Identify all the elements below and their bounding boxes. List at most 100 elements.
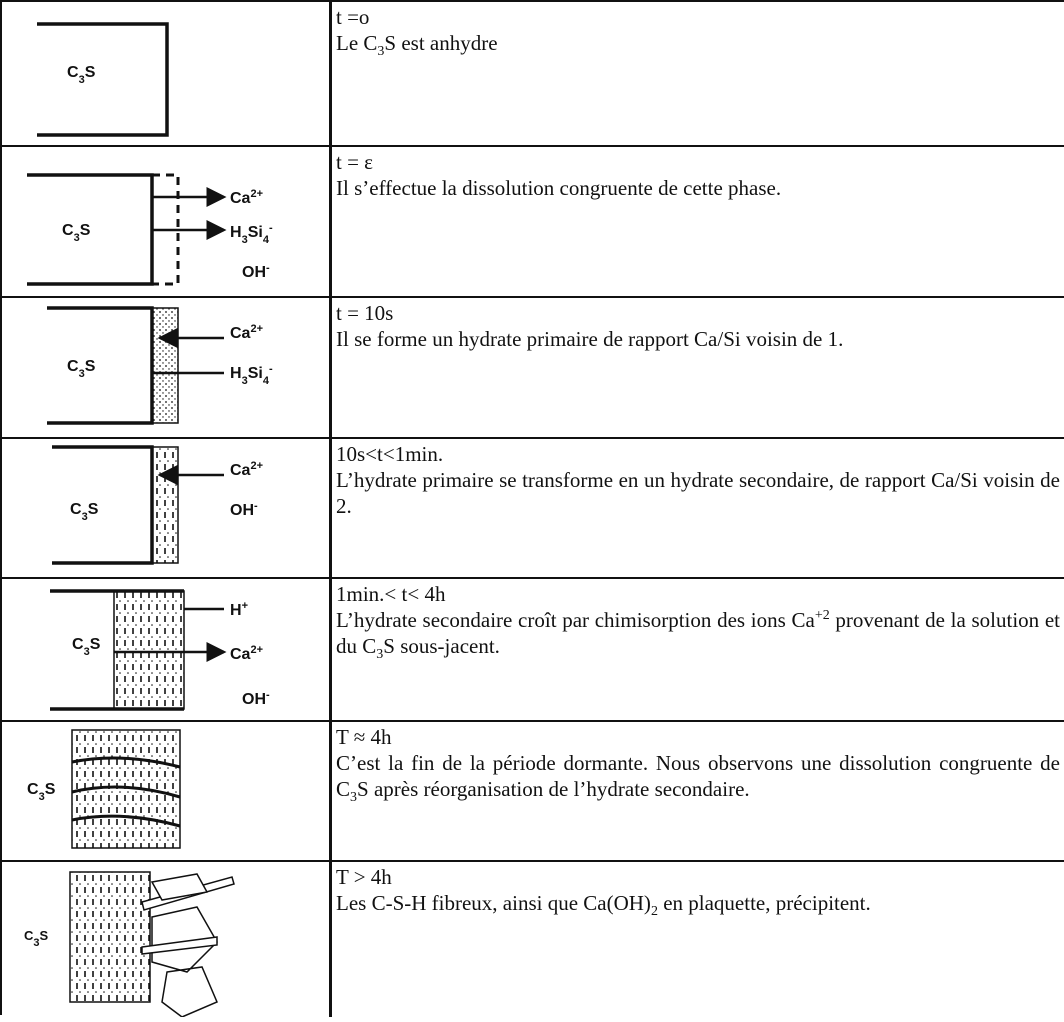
- subscript: 3: [377, 44, 385, 60]
- text-run: C: [27, 781, 39, 798]
- time: t =o: [336, 4, 1060, 30]
- superscript: -: [266, 689, 270, 701]
- subscript: 3: [33, 937, 39, 949]
- text-run: C: [24, 928, 34, 943]
- diagram-label: OH-: [242, 689, 270, 708]
- diagram-label: Ca2+: [230, 644, 263, 663]
- diagram-cell: C3S: [2, 722, 332, 860]
- diagram-cell: C3S: [2, 862, 332, 1018]
- subscript: 3: [376, 647, 384, 663]
- text-run: S: [88, 501, 99, 518]
- table-row: H+ C3S Ca2+ OH- 1min.< t< 4h L’hydrate s…: [2, 579, 1064, 722]
- superscript: 2+: [250, 188, 263, 200]
- time: t = ε: [336, 149, 1060, 175]
- text-run: L’hydrate secondaire croît par chimisorp…: [336, 608, 815, 632]
- text-run: S sous-jacent.: [383, 634, 500, 658]
- text-run: Il se forme un hydrate primaire de rappo…: [336, 327, 844, 351]
- superscript: +: [242, 600, 248, 612]
- text-run: S: [45, 781, 56, 798]
- text-run: S: [85, 64, 96, 81]
- diagram: C3S: [24, 871, 235, 1018]
- diagram-cell: C3S Ca2+ OH-: [2, 439, 332, 577]
- text-run: Si: [248, 365, 263, 382]
- text-cell: T > 4h Les C-S-H fibreux, ainsi que Ca(O…: [332, 862, 1064, 1017]
- text-run: OH: [230, 502, 254, 519]
- superscript: -: [266, 262, 270, 274]
- text-run: H: [230, 602, 242, 619]
- diagram-cell: C3S: [2, 2, 332, 145]
- text-run: C: [67, 358, 79, 375]
- text-run: C: [67, 64, 79, 81]
- time: t = 10s: [336, 300, 1060, 326]
- text-run: 10s<t<1min.: [336, 442, 444, 466]
- diagram-label: C3S: [70, 501, 99, 523]
- text-run: provenant de la solution et du C: [336, 608, 1061, 658]
- crystal: [47, 306, 154, 425]
- text-run: Ca: [230, 325, 251, 342]
- text-cell: 10s<t<1min. L’hydrate primaire se transf…: [332, 439, 1064, 577]
- hydrate-layer: [151, 446, 179, 564]
- text-run: Ca: [230, 190, 251, 207]
- table-row: C3S Ca2+ OH- 10s<t<1min. L’hydrate prima…: [2, 439, 1064, 579]
- superscript: 2+: [250, 644, 263, 656]
- diagram-label: OH-: [230, 500, 258, 519]
- diagram-label: C3S: [24, 928, 49, 949]
- subscript: 3: [350, 790, 358, 806]
- table-row: C3S t =o Le C3S est anhydre: [2, 2, 1064, 147]
- text-run: H: [230, 224, 242, 241]
- subscript: 4: [263, 375, 270, 387]
- text-run: 1min.< t< 4h: [336, 582, 446, 606]
- text-cell: t = ε Il s’effectue la dissolution congr…: [332, 147, 1064, 296]
- subscript: 3: [79, 74, 85, 86]
- text-cell: T ≈ 4h C’est la fin de la période dorman…: [332, 722, 1064, 860]
- diagram-label: H3Si4-: [230, 363, 273, 387]
- diagram-label: H+: [230, 600, 248, 619]
- table-row: C3S T > 4h Les C-S-H fibreux, ainsi que …: [2, 862, 1064, 1018]
- text-run: Si: [248, 224, 263, 241]
- subscript: 3: [82, 511, 88, 523]
- crystal: [50, 589, 184, 711]
- time: T ≈ 4h: [336, 724, 1060, 750]
- diagram-label: C3S: [67, 64, 96, 86]
- diagram-label: C3S: [27, 781, 56, 803]
- text-run: Les C-S-H fibreux, ainsi que Ca(OH): [336, 891, 651, 915]
- text-run: C: [70, 501, 82, 518]
- text-run: S: [80, 222, 91, 239]
- text-cell: t =o Le C3S est anhydre: [332, 2, 1064, 145]
- text-run: t = ε: [336, 150, 373, 174]
- time: T > 4h: [336, 864, 1060, 890]
- crystal: [52, 445, 154, 565]
- subscript: 2: [650, 904, 658, 920]
- text-run: Ca: [230, 646, 251, 663]
- description: L’hydrate secondaire croît par chimisorp…: [336, 607, 1061, 663]
- diagram-cell: C3S Ca2+ H3Si4- OH-: [2, 147, 332, 296]
- text-run: en plaquette, précipitent.: [657, 891, 871, 915]
- subscript: 3: [242, 234, 248, 246]
- subscript: 4: [263, 234, 270, 246]
- diagram-label: Ca2+: [230, 323, 263, 342]
- diagram-cell: H+ C3S Ca2+ OH-: [2, 579, 332, 720]
- table-row: C3S T ≈ 4h C’est la fin de la période do…: [2, 722, 1064, 862]
- hydrate-layer: [69, 871, 151, 1003]
- text-run: Il s’effectue la dissolution congruente …: [336, 176, 782, 200]
- description: C’est la fin de la période dormante. Nou…: [336, 750, 1060, 806]
- text-run: C: [62, 222, 74, 239]
- hydrate-layer: [113, 590, 185, 710]
- diagram-cell: C3S Ca2+ H3Si4-: [2, 298, 332, 437]
- description: Le C3S est anhydre: [336, 30, 1060, 60]
- text-run: T ≈ 4h: [336, 725, 392, 749]
- superscript: 2+: [250, 460, 263, 472]
- text-run: L’hydrate primaire se transforme en un h…: [336, 468, 1060, 518]
- diagram: H+ C3S Ca2+ OH-: [50, 589, 270, 711]
- diagram-label: C3S: [72, 636, 101, 658]
- diagram: C3S Ca2+ H3Si4- OH-: [27, 173, 273, 286]
- text-run: Le C: [336, 31, 378, 55]
- text-run: t =o: [336, 5, 370, 29]
- text-run: C’est la fin de la période dormante. Nou…: [336, 751, 1060, 801]
- text-run: OH: [242, 264, 266, 281]
- text-run: S est anhydre: [384, 31, 498, 55]
- diagram: C3S Ca2+ OH-: [52, 445, 263, 565]
- time: 10s<t<1min.: [336, 441, 1060, 467]
- text-cell: t = 10s Il se forme un hydrate primaire …: [332, 298, 1064, 437]
